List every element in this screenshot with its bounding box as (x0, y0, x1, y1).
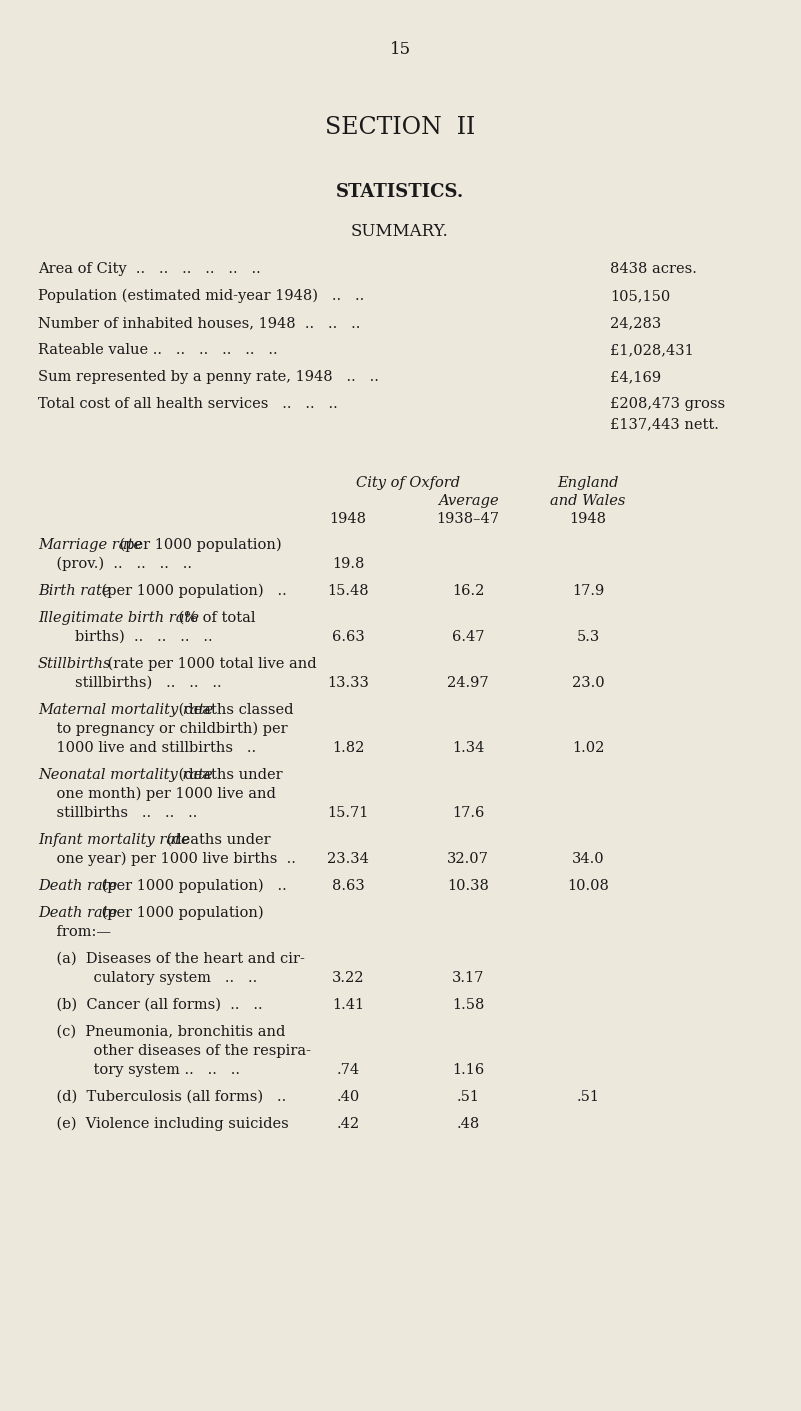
Text: Sum represented by a penny rate, 1948   ..   ..: Sum represented by a penny rate, 1948 ..… (38, 370, 379, 384)
Text: £137,443 nett.: £137,443 nett. (610, 418, 718, 430)
Text: (d)  Tuberculosis (all forms)   ..: (d) Tuberculosis (all forms) .. (38, 1091, 286, 1103)
Text: Area of City  ..   ..   ..   ..   ..   ..: Area of City .. .. .. .. .. .. (38, 262, 261, 277)
Text: SECTION  II: SECTION II (325, 117, 475, 140)
Text: 1.82: 1.82 (332, 741, 364, 755)
Text: stillbirths   ..   ..   ..: stillbirths .. .. .. (38, 806, 197, 820)
Text: (a)  Diseases of the heart and cir-: (a) Diseases of the heart and cir- (38, 952, 305, 967)
Text: Neonatal mortality rate: Neonatal mortality rate (38, 768, 212, 782)
Text: 3.22: 3.22 (332, 971, 364, 985)
Text: .51: .51 (457, 1091, 480, 1103)
Text: (c)  Pneumonia, bronchitis and: (c) Pneumonia, bronchitis and (38, 1024, 285, 1038)
Text: stillbirths)   ..   ..   ..: stillbirths) .. .. .. (38, 676, 222, 690)
Text: 17.6: 17.6 (452, 806, 484, 820)
Text: 1.34: 1.34 (452, 741, 484, 755)
Text: (e)  Violence including suicides: (e) Violence including suicides (38, 1118, 288, 1132)
Text: .40: .40 (336, 1091, 360, 1103)
Text: one month) per 1000 live and: one month) per 1000 live and (38, 787, 276, 801)
Text: .74: .74 (336, 1062, 360, 1077)
Text: (rate per 1000 total live and: (rate per 1000 total live and (103, 658, 316, 672)
Text: 16.2: 16.2 (452, 584, 484, 598)
Text: culatory system   ..   ..: culatory system .. .. (38, 971, 257, 985)
Text: 13.33: 13.33 (327, 676, 369, 690)
Text: (per 1000 population)   ..: (per 1000 population) .. (97, 879, 287, 893)
Text: (per 1000 population): (per 1000 population) (115, 538, 281, 552)
Text: 105,150: 105,150 (610, 289, 670, 303)
Text: (% of total: (% of total (174, 611, 256, 625)
Text: .42: .42 (336, 1118, 360, 1132)
Text: Average: Average (437, 494, 498, 508)
Text: 8438 acres.: 8438 acres. (610, 262, 697, 277)
Text: 34.0: 34.0 (572, 852, 604, 866)
Text: (deaths under: (deaths under (162, 832, 271, 847)
Text: Death rate: Death rate (38, 906, 117, 920)
Text: 19.8: 19.8 (332, 557, 364, 571)
Text: other diseases of the respira-: other diseases of the respira- (38, 1044, 311, 1058)
Text: £4,169: £4,169 (610, 370, 661, 384)
Text: Number of inhabited houses, 1948  ..   ..   ..: Number of inhabited houses, 1948 .. .. .… (38, 316, 360, 330)
Text: 15.71: 15.71 (328, 806, 368, 820)
Text: 17.9: 17.9 (572, 584, 604, 598)
Text: Population (estimated mid-year 1948)   ..   ..: Population (estimated mid-year 1948) .. … (38, 289, 364, 303)
Text: 1.16: 1.16 (452, 1062, 484, 1077)
Text: £1,028,431: £1,028,431 (610, 343, 694, 357)
Text: .51: .51 (577, 1091, 599, 1103)
Text: STATISTICS.: STATISTICS. (336, 183, 464, 200)
Text: 6.47: 6.47 (452, 629, 485, 643)
Text: Marriage rate: Marriage rate (38, 538, 142, 552)
Text: Total cost of all health services   ..   ..   ..: Total cost of all health services .. .. … (38, 396, 338, 411)
Text: City of Oxford: City of Oxford (356, 476, 460, 490)
Text: one year) per 1000 live births  ..: one year) per 1000 live births .. (38, 852, 296, 866)
Text: 10.08: 10.08 (567, 879, 609, 893)
Text: 1938–47: 1938–47 (437, 512, 500, 526)
Text: 1948: 1948 (329, 512, 367, 526)
Text: 24,283: 24,283 (610, 316, 662, 330)
Text: 1000 live and stillbirths   ..: 1000 live and stillbirths .. (38, 741, 256, 755)
Text: (deaths under: (deaths under (174, 768, 282, 782)
Text: 1.58: 1.58 (452, 998, 484, 1012)
Text: 32.07: 32.07 (447, 852, 489, 866)
Text: 6.63: 6.63 (332, 629, 364, 643)
Text: from:—: from:— (38, 926, 111, 938)
Text: 1.02: 1.02 (572, 741, 604, 755)
Text: 1.41: 1.41 (332, 998, 364, 1012)
Text: Rateable value ..   ..   ..   ..   ..   ..: Rateable value .. .. .. .. .. .. (38, 343, 278, 357)
Text: 24.97: 24.97 (447, 676, 489, 690)
Text: Infant mortality rate: Infant mortality rate (38, 832, 190, 847)
Text: 23.0: 23.0 (572, 676, 604, 690)
Text: Stillbirths: Stillbirths (38, 658, 111, 672)
Text: 8.63: 8.63 (332, 879, 364, 893)
Text: England: England (557, 476, 618, 490)
Text: 23.34: 23.34 (327, 852, 369, 866)
Text: (per 1000 population): (per 1000 population) (97, 906, 264, 920)
Text: 15.48: 15.48 (327, 584, 368, 598)
Text: 15: 15 (389, 41, 411, 58)
Text: (b)  Cancer (all forms)  ..   ..: (b) Cancer (all forms) .. .. (38, 998, 263, 1012)
Text: and Wales: and Wales (550, 494, 626, 508)
Text: to pregnancy or childbirth) per: to pregnancy or childbirth) per (38, 722, 288, 737)
Text: .48: .48 (457, 1118, 480, 1132)
Text: Birth rate: Birth rate (38, 584, 111, 598)
Text: 3.17: 3.17 (452, 971, 484, 985)
Text: 5.3: 5.3 (577, 629, 600, 643)
Text: Death rate: Death rate (38, 879, 117, 893)
Text: births)  ..   ..   ..   ..: births) .. .. .. .. (38, 629, 212, 643)
Text: (deaths classed: (deaths classed (174, 703, 293, 717)
Text: tory system ..   ..   ..: tory system .. .. .. (38, 1062, 240, 1077)
Text: 1948: 1948 (570, 512, 606, 526)
Text: £208,473 gross: £208,473 gross (610, 396, 725, 411)
Text: Maternal mortality rate: Maternal mortality rate (38, 703, 213, 717)
Text: (prov.)  ..   ..   ..   ..: (prov.) .. .. .. .. (38, 557, 192, 571)
Text: (per 1000 population)   ..: (per 1000 population) .. (97, 584, 287, 598)
Text: Illegitimate birth rate: Illegitimate birth rate (38, 611, 199, 625)
Text: 10.38: 10.38 (447, 879, 489, 893)
Text: SUMMARY.: SUMMARY. (351, 223, 449, 240)
